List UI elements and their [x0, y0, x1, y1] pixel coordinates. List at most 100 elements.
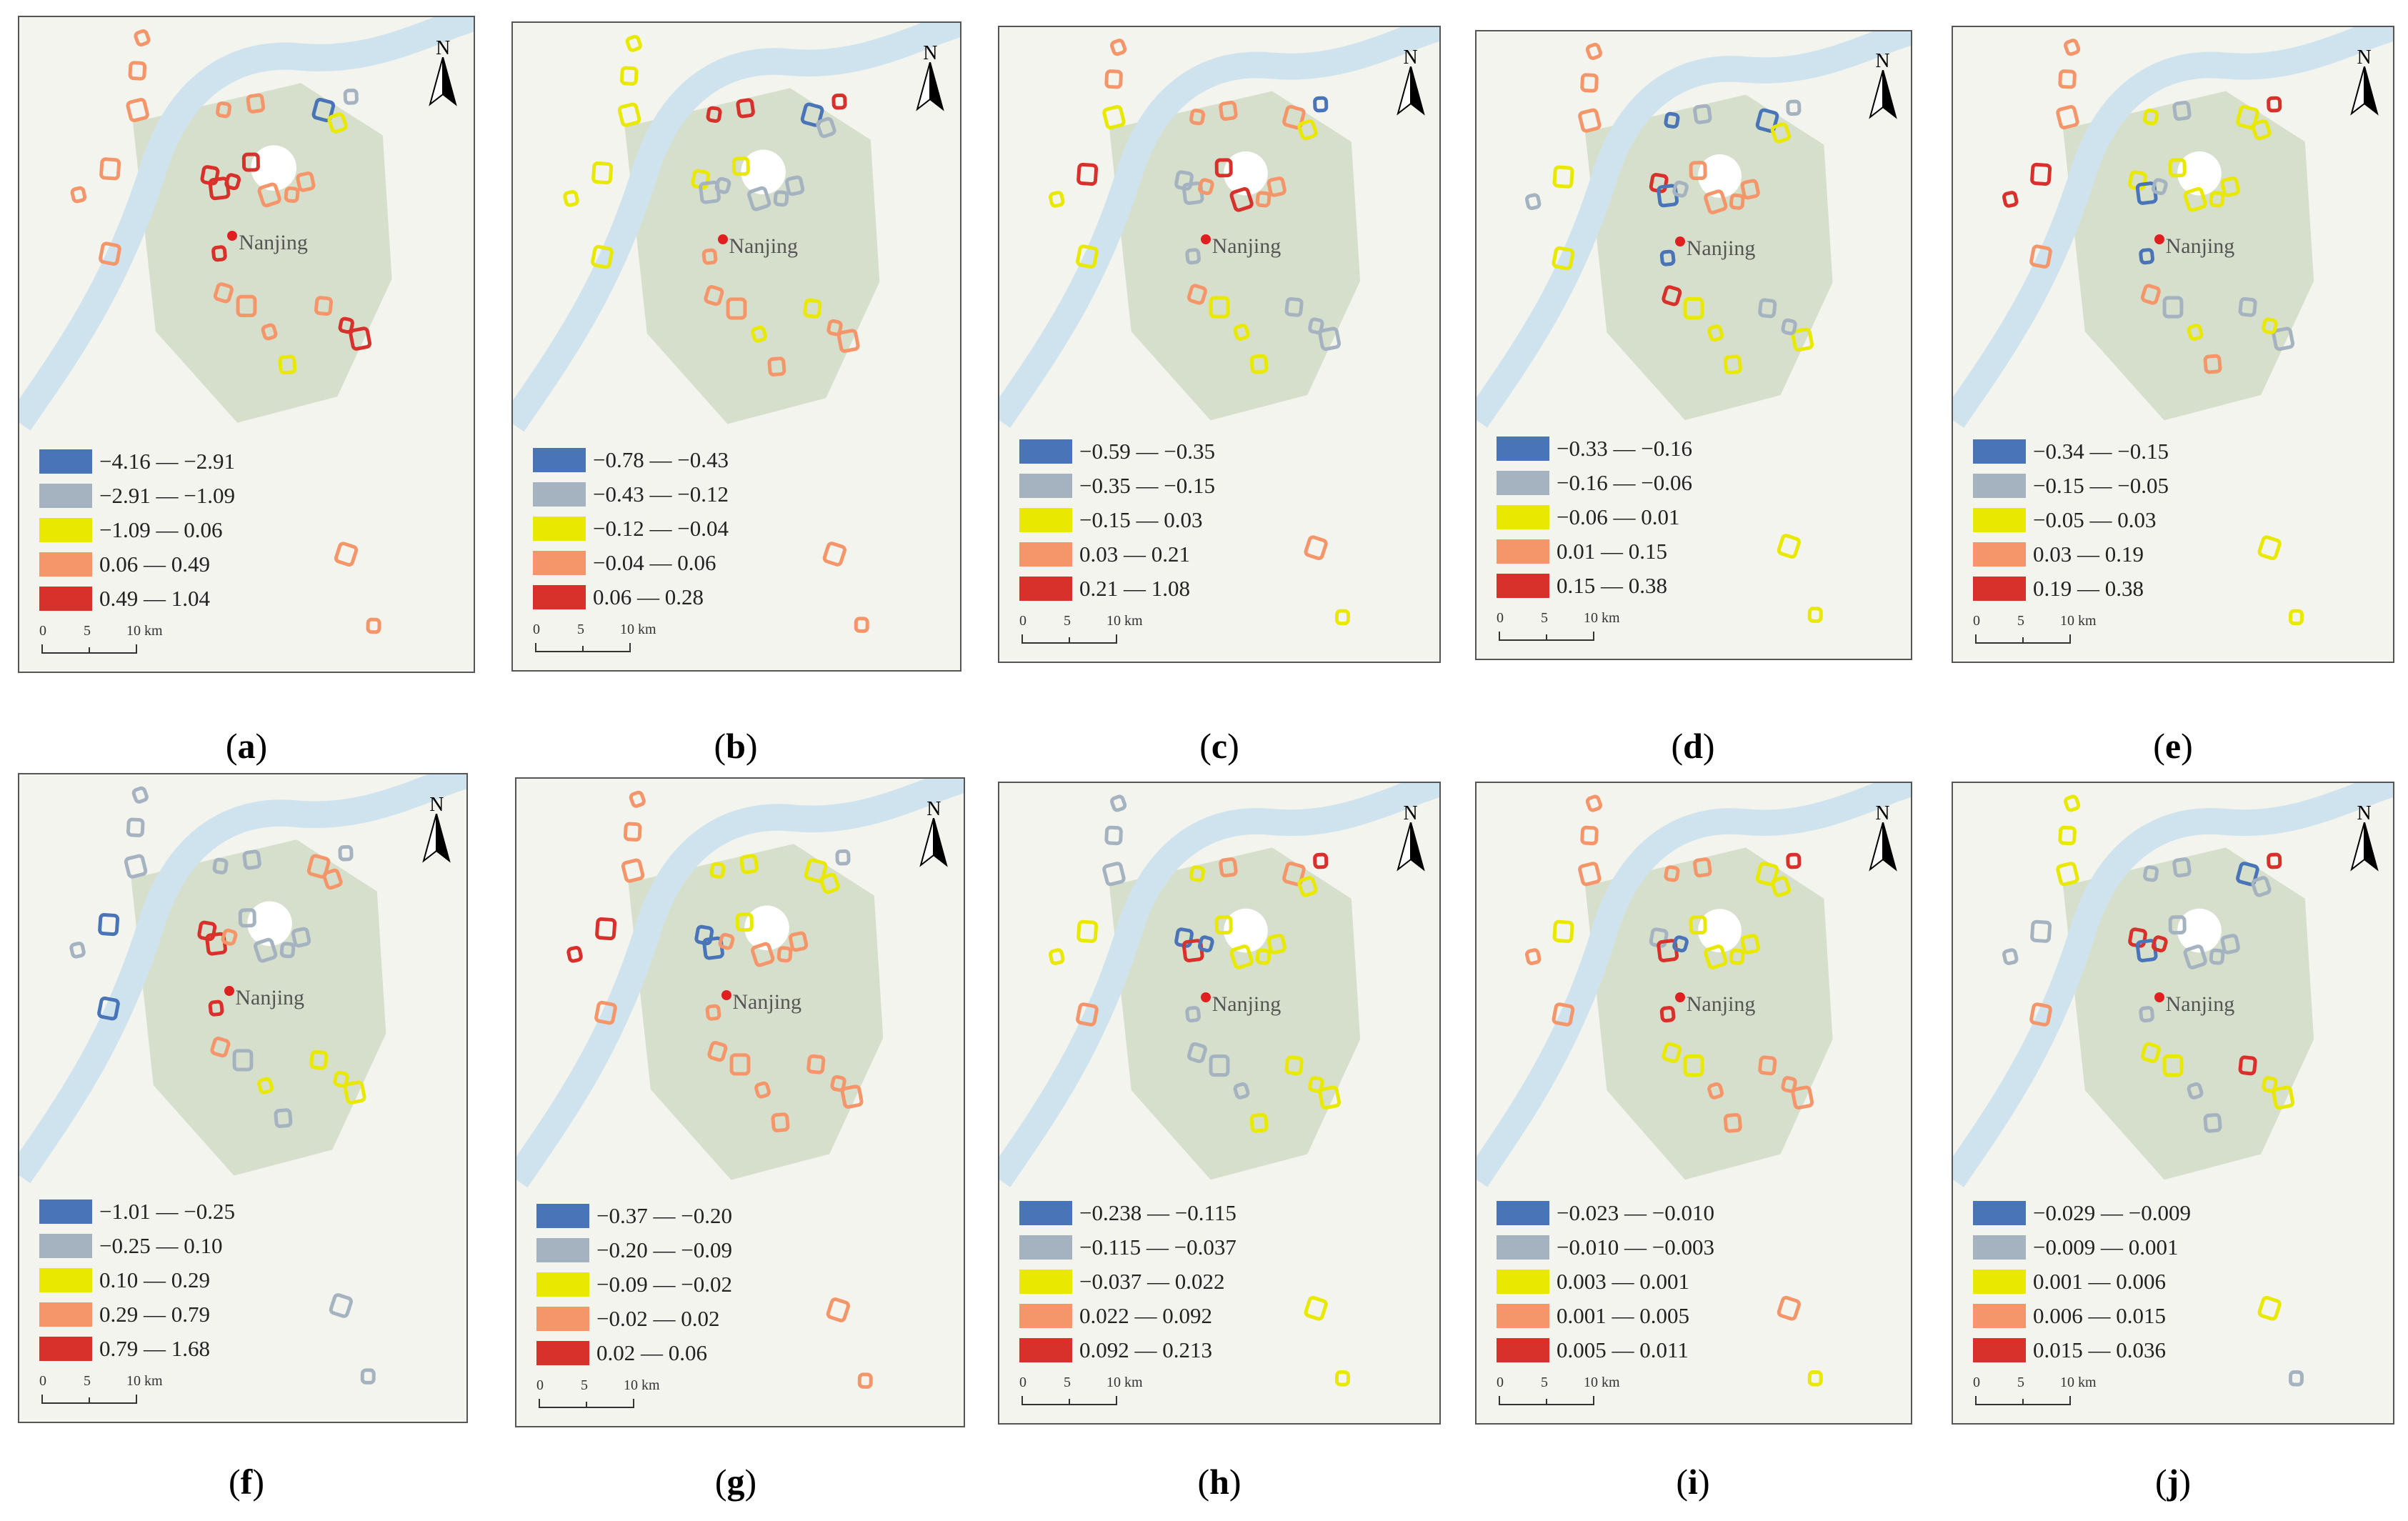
- scale-label: 0: [39, 623, 46, 639]
- site-polygon: [311, 97, 336, 123]
- city-marker: [717, 234, 728, 244]
- legend-label: 0.015 — 0.036: [2033, 1337, 2166, 1362]
- site-polygon: [2139, 248, 2154, 265]
- site-polygon: [1552, 1002, 1575, 1027]
- city-marker: [1201, 234, 1212, 244]
- site-polygon: [2220, 176, 2240, 197]
- site-polygon: [709, 862, 726, 879]
- site-polygon: [1791, 327, 1814, 352]
- legend-swatch: [1019, 1201, 1072, 1225]
- site-polygon: [2143, 109, 2159, 126]
- site-polygon: [1770, 122, 1792, 144]
- site-polygon: [2183, 186, 2207, 212]
- legend-label: −0.20 — −0.09: [596, 1237, 732, 1262]
- urban-area: [1109, 91, 1361, 421]
- scale-bar: 0 5 10 km: [1973, 1375, 2102, 1410]
- river: [516, 779, 964, 1188]
- legend-label: −0.09 — −0.02: [596, 1272, 732, 1297]
- scale-bar-line: [41, 1395, 137, 1404]
- site-polygon: [2002, 191, 2019, 208]
- legend-label: 0.02 — 0.06: [596, 1340, 707, 1365]
- scale-bar: 0 5 10 km: [1973, 613, 2102, 649]
- legend: −0.59 — −0.35 −0.35 — −0.15 −0.15 — 0.03 0.…: [1019, 434, 1215, 606]
- site-polygon: [2162, 296, 2184, 319]
- north-label: N: [926, 798, 941, 821]
- site-polygon: [594, 1000, 617, 1025]
- site-polygon: [314, 296, 334, 316]
- site-polygon: [1707, 1082, 1724, 1099]
- legend-item: 0.001 — 0.006: [1973, 1265, 2191, 1299]
- site-polygon: [236, 294, 257, 317]
- river: [1477, 783, 1911, 1187]
- site-polygon: [221, 928, 238, 946]
- north-label: N: [429, 794, 444, 817]
- legend-swatch: [1973, 1235, 2026, 1260]
- lake: [1698, 154, 1742, 198]
- site-polygon: [1110, 794, 1127, 812]
- site-polygon: [1049, 191, 1065, 208]
- legend-label: 0.003 — 0.001: [1557, 1269, 1689, 1294]
- site-polygon: [1284, 296, 1304, 317]
- north-label: N: [1403, 802, 1418, 824]
- scale-label: 0: [1973, 613, 1980, 629]
- legend-item: −2.91 — −1.09: [39, 479, 235, 513]
- legend-item: −0.43 — −0.12: [533, 477, 729, 512]
- site-polygon: [617, 102, 641, 127]
- map-panel-j: Nanjing N −0.029 — −0.009 −0.009 — 0.001 0.0…: [1952, 782, 2394, 1425]
- site-polygon: [1525, 948, 1542, 965]
- legend-swatch: [39, 449, 92, 474]
- scale-label: 5: [1064, 613, 1071, 629]
- legend-label: 0.006 — 0.015: [2033, 1303, 2166, 1328]
- north-arrow: N: [1862, 50, 1904, 121]
- legend-swatch: [536, 1238, 589, 1262]
- legend-label: 0.001 — 0.006: [2033, 1269, 2166, 1294]
- north-arrow-icon: [2349, 66, 2379, 116]
- site-polygon: [1334, 609, 1350, 626]
- legend-item: −0.06 — 0.01: [1497, 500, 1692, 534]
- scale-label: 5: [1064, 1375, 1071, 1390]
- city-marker: [721, 989, 731, 1000]
- site-polygon: [1209, 1054, 1230, 1077]
- north-arrow: N: [1389, 46, 1432, 118]
- legend-item: 0.49 — 1.04: [39, 582, 235, 616]
- scale-label: 10 km: [2060, 1375, 2097, 1390]
- legend-item: −0.115 — −0.037: [1019, 1230, 1237, 1265]
- north-arrow-icon: [916, 62, 945, 111]
- legend-label: −0.238 — −0.115: [1079, 1200, 1237, 1225]
- map-panel-c: Nanjing N −0.59 — −0.35 −0.35 — −0.15 −0.15 …: [998, 26, 1441, 663]
- city-marker: [227, 231, 238, 241]
- legend-label: −0.115 — −0.037: [1079, 1235, 1237, 1260]
- site-polygon: [1229, 944, 1254, 969]
- north-arrow-icon: [1396, 66, 1425, 116]
- site-polygon: [338, 316, 354, 334]
- scale-label: 10 km: [1106, 613, 1143, 629]
- site-polygon: [1729, 193, 1745, 210]
- legend-swatch: [1019, 1338, 1072, 1362]
- site-polygon: [279, 942, 296, 959]
- site-polygon: [1758, 1055, 1777, 1076]
- legend: −0.029 — −0.009 −0.009 — 0.001 0.001 — 0.0…: [1973, 1196, 2191, 1367]
- site-polygon: [731, 156, 750, 176]
- site-polygon: [1076, 919, 1099, 943]
- site-polygon: [278, 354, 297, 375]
- site-polygon: [1659, 249, 1676, 266]
- legend: −0.78 — −0.43 −0.43 — −0.12 −0.12 — −0.04 −…: [533, 443, 729, 614]
- site-polygon: [291, 927, 311, 948]
- panel-caption-d: (d): [1671, 726, 1715, 766]
- site-polygon: [216, 101, 232, 119]
- legend-label: 0.19 — 0.38: [2033, 576, 2144, 601]
- site-polygon: [1334, 1370, 1350, 1387]
- site-polygon: [2143, 865, 2159, 882]
- site-polygon: [1729, 948, 1745, 965]
- scale-label: 10 km: [624, 1377, 660, 1393]
- legend-label: −0.037 — 0.022: [1079, 1269, 1225, 1294]
- site-polygon: [1304, 1295, 1328, 1321]
- legend-label: 0.29 — 0.79: [99, 1302, 210, 1327]
- site-polygon: [621, 858, 645, 883]
- legend-swatch: [536, 1272, 589, 1297]
- legend-swatch: [1973, 577, 2026, 601]
- site-polygon: [2151, 178, 2168, 196]
- site-polygon: [836, 329, 860, 353]
- legend-item: 0.10 — 0.29: [39, 1263, 235, 1297]
- north-arrow-icon: [919, 818, 949, 867]
